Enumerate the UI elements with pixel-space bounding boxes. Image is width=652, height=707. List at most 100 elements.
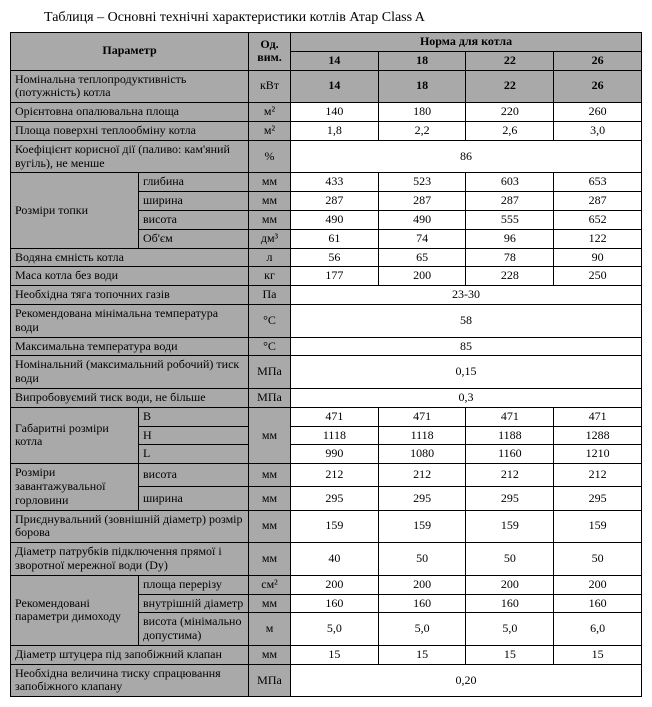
val: 653: [554, 173, 642, 192]
sub-H: H: [139, 426, 249, 445]
val: 23-30: [291, 286, 642, 305]
val: 260: [554, 103, 642, 122]
val: 74: [378, 229, 466, 248]
val: 471: [291, 407, 379, 426]
val: 287: [554, 192, 642, 211]
val: 3,0: [554, 121, 642, 140]
unit: кВт: [249, 70, 291, 103]
row-water: Водяна ємність котла: [11, 248, 249, 267]
row-firebox: Розміри топки: [11, 173, 139, 248]
val: 603: [466, 173, 554, 192]
val: 15: [554, 645, 642, 664]
sub-chim-h: висота (мінімально допустима): [139, 613, 249, 646]
unit: МПа: [249, 356, 291, 389]
model-26: 26: [554, 51, 642, 70]
val: 56: [291, 248, 379, 267]
val: 1160: [466, 445, 554, 464]
sub-volume: Об'єм: [139, 229, 249, 248]
row-tmax: Максимальна температура води: [11, 337, 249, 356]
val: 471: [554, 407, 642, 426]
unit: кг: [249, 267, 291, 286]
val: 160: [291, 594, 379, 613]
unit: мм: [249, 594, 291, 613]
val: 58: [291, 304, 642, 337]
header-norm: Норма для котла: [291, 33, 642, 52]
val: 0,20: [291, 664, 642, 697]
row-area: Орієнтовна опалювальна площа: [11, 103, 249, 122]
unit: Па: [249, 286, 291, 305]
row-ptest: Випробовуємий тиск води, не більше: [11, 388, 249, 407]
val: 159: [378, 510, 466, 543]
unit: м: [249, 613, 291, 646]
val: 652: [554, 210, 642, 229]
val: 295: [378, 487, 466, 510]
row-nominal-power: Номінальна теплопродуктивність (потужніс…: [11, 70, 249, 103]
val: 26: [554, 70, 642, 103]
unit: мм: [249, 464, 291, 487]
val: 1080: [378, 445, 466, 464]
row-tmin: Рекомендована мінімальна температура вод…: [11, 304, 249, 337]
val: 160: [466, 594, 554, 613]
val: 78: [466, 248, 554, 267]
val: 5,0: [378, 613, 466, 646]
val: 159: [554, 510, 642, 543]
val: 433: [291, 173, 379, 192]
val: 287: [378, 192, 466, 211]
header-unit: Од. вим.: [249, 33, 291, 71]
row-surface: Площа поверхні теплообміну котла: [11, 121, 249, 140]
unit: мм: [249, 210, 291, 229]
val: 0,15: [291, 356, 642, 389]
val: 228: [466, 267, 554, 286]
row-valve-d: Діаметр штуцера під запобіжний клапан: [11, 645, 249, 664]
model-22: 22: [466, 51, 554, 70]
val: 90: [554, 248, 642, 267]
val: 85: [291, 337, 642, 356]
val: 200: [378, 267, 466, 286]
val: 14: [291, 70, 379, 103]
sub-B: B: [139, 407, 249, 426]
val: 200: [466, 575, 554, 594]
sub-height: висота: [139, 210, 249, 229]
unit: мм: [249, 645, 291, 664]
val: 15: [291, 645, 379, 664]
val: 1188: [466, 426, 554, 445]
val: 2,2: [378, 121, 466, 140]
val: 295: [466, 487, 554, 510]
unit: мм: [249, 192, 291, 211]
val: 159: [291, 510, 379, 543]
val: 22: [466, 70, 554, 103]
val: 15: [378, 645, 466, 664]
val: 250: [554, 267, 642, 286]
row-draft: Необхідна тяга топочних газів: [11, 286, 249, 305]
unit: МПа: [249, 664, 291, 697]
val: 200: [291, 575, 379, 594]
unit: дм³: [249, 229, 291, 248]
val: 1118: [378, 426, 466, 445]
val: 1288: [554, 426, 642, 445]
spec-table: Параметр Од. вим. Норма для котла 14 18 …: [10, 32, 642, 697]
model-14: 14: [291, 51, 379, 70]
val: 490: [291, 210, 379, 229]
row-chimney: Рекомендовані параметри димоходу: [11, 575, 139, 645]
val: 295: [291, 487, 379, 510]
val: 212: [554, 464, 642, 487]
val: 65: [378, 248, 466, 267]
val: 200: [378, 575, 466, 594]
val: 50: [378, 543, 466, 576]
row-loading: Розміри завантажувальної горловини: [11, 464, 139, 510]
unit: °С: [249, 304, 291, 337]
val: 523: [378, 173, 466, 192]
row-dimensions: Габаритні розміри котла: [11, 407, 139, 463]
val: 50: [554, 543, 642, 576]
val: 140: [291, 103, 379, 122]
val: 18: [378, 70, 466, 103]
val: 490: [378, 210, 466, 229]
val: 212: [466, 464, 554, 487]
val: 6,0: [554, 613, 642, 646]
sub-chim-d: внутрішній діаметр: [139, 594, 249, 613]
row-flue: Приєднувальний (зовнішній діаметр) розмі…: [11, 510, 249, 543]
val: 555: [466, 210, 554, 229]
unit: м²: [249, 121, 291, 140]
val: 200: [554, 575, 642, 594]
unit: м²: [249, 103, 291, 122]
